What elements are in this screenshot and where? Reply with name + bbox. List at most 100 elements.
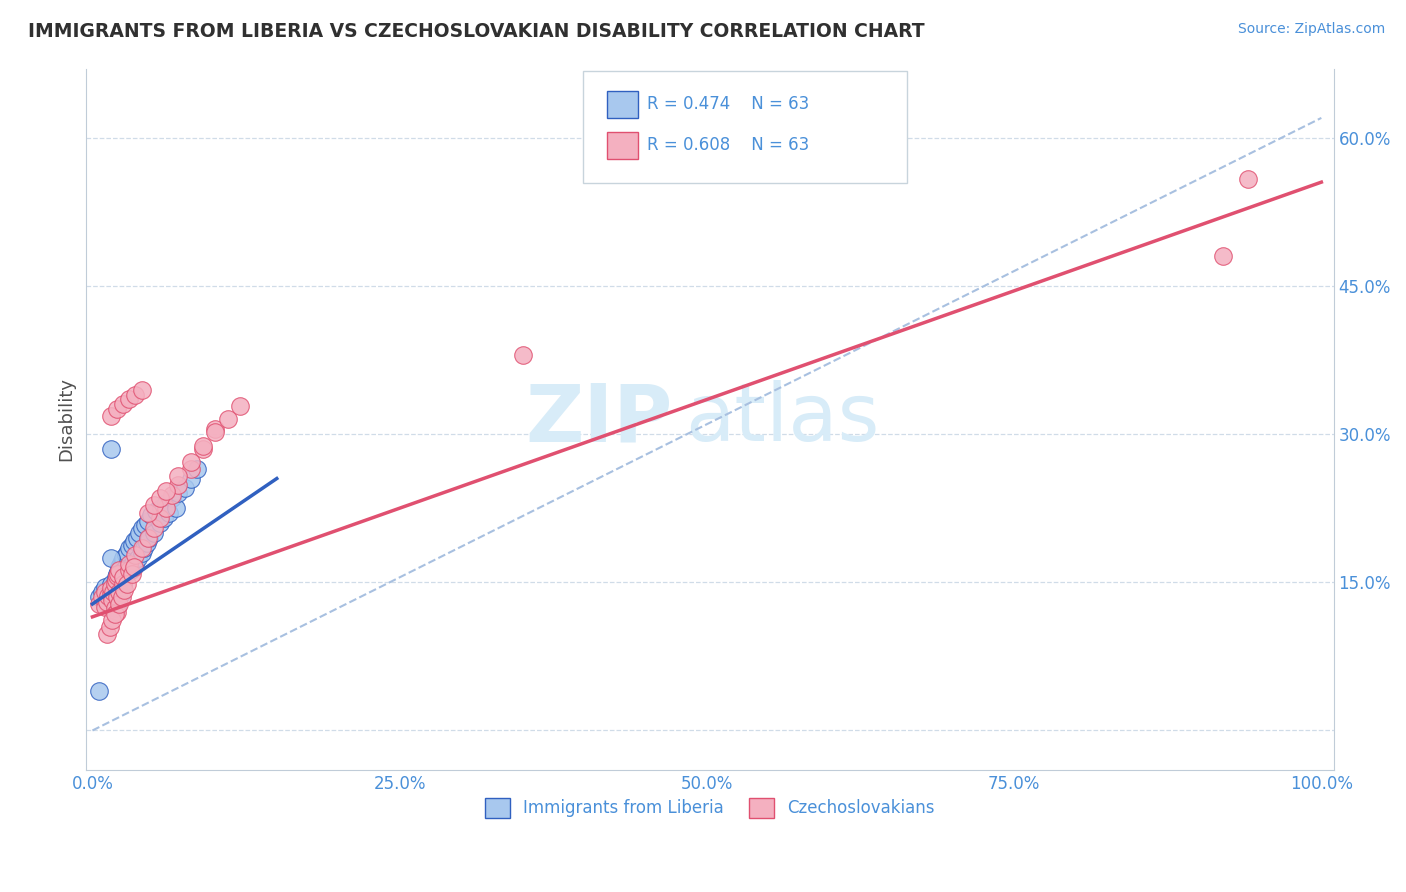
Point [103,581,125,595]
Point [131,383,153,397]
Point [96,595,118,609]
Point [122,560,145,574]
Point [204,422,226,436]
Point [167,478,190,492]
Point [98,620,121,634]
Point [134,518,156,533]
Point [131,521,153,535]
Point [118,560,141,574]
Point [155,501,177,516]
Point [150,501,173,516]
Point [100,581,122,595]
Point [105,569,128,583]
Point [111,590,134,604]
Point [100,550,122,565]
Text: R = 0.474    N = 63: R = 0.474 N = 63 [647,95,808,113]
Point [118,541,141,555]
Point [115,577,138,591]
Point [87,590,110,604]
Point [101,613,124,627]
Point [87,684,110,698]
Point [1236,172,1258,186]
Legend: Immigrants from Liberia, Czechoslovakians: Immigrants from Liberia, Czechoslovakian… [478,791,942,825]
Point [112,577,135,591]
Point [124,548,146,562]
Point [118,392,141,407]
Point [103,597,125,611]
Point [132,541,155,555]
Point [103,577,125,591]
Point [191,439,214,453]
Point [103,601,125,615]
Point [115,566,138,580]
Point [108,580,131,594]
Point [122,556,145,570]
Point [112,397,135,411]
Point [149,491,172,506]
Point [149,516,172,530]
Point [105,567,128,582]
Point [91,590,114,604]
Point [105,599,128,614]
Point [93,599,115,614]
Point [167,468,190,483]
Point [97,587,120,601]
Point [204,425,226,439]
Text: IMMIGRANTS FROM LIBERIA VS CZECHOSLOVAKIAN DISABILITY CORRELATION CHART: IMMIGRANTS FROM LIBERIA VS CZECHOSLOVAKI… [28,22,925,41]
Point [100,583,122,598]
Point [100,442,122,456]
Point [100,587,122,601]
Point [162,488,184,502]
Point [115,546,138,560]
Point [136,531,159,545]
Point [108,563,131,577]
Point [100,577,122,591]
Point [124,558,146,572]
Point [112,583,135,598]
Point [108,585,131,599]
Point [105,590,128,604]
Point [110,587,132,601]
Point [121,538,143,552]
Point [105,585,128,599]
Point [217,412,239,426]
Point [125,531,148,545]
Point [93,595,115,609]
Point [112,550,135,565]
Point [96,593,118,607]
Text: atlas: atlas [685,380,879,458]
Text: Source: ZipAtlas.com: Source: ZipAtlas.com [1237,22,1385,37]
Point [121,567,143,582]
Point [136,514,159,528]
Point [97,589,120,603]
Point [112,570,135,584]
Point [111,558,134,572]
Point [96,626,118,640]
Point [105,402,128,417]
Point [142,525,165,540]
Point [103,585,125,599]
Point [180,471,202,485]
Point [145,504,167,518]
Point [103,575,125,590]
Point [101,593,124,607]
Point [152,511,174,525]
Point [142,521,165,535]
Point [141,508,163,522]
Point [186,461,208,475]
Point [1212,249,1234,263]
Point [191,442,214,456]
Point [122,533,145,548]
Point [173,482,195,496]
Point [104,574,127,588]
Point [107,567,129,582]
Point [131,546,153,560]
Text: ZIP: ZIP [526,380,672,458]
Point [142,498,165,512]
Point [112,570,135,584]
Point [136,506,159,520]
Point [127,550,149,565]
Point [91,585,114,599]
Point [87,597,110,611]
Point [128,525,150,540]
